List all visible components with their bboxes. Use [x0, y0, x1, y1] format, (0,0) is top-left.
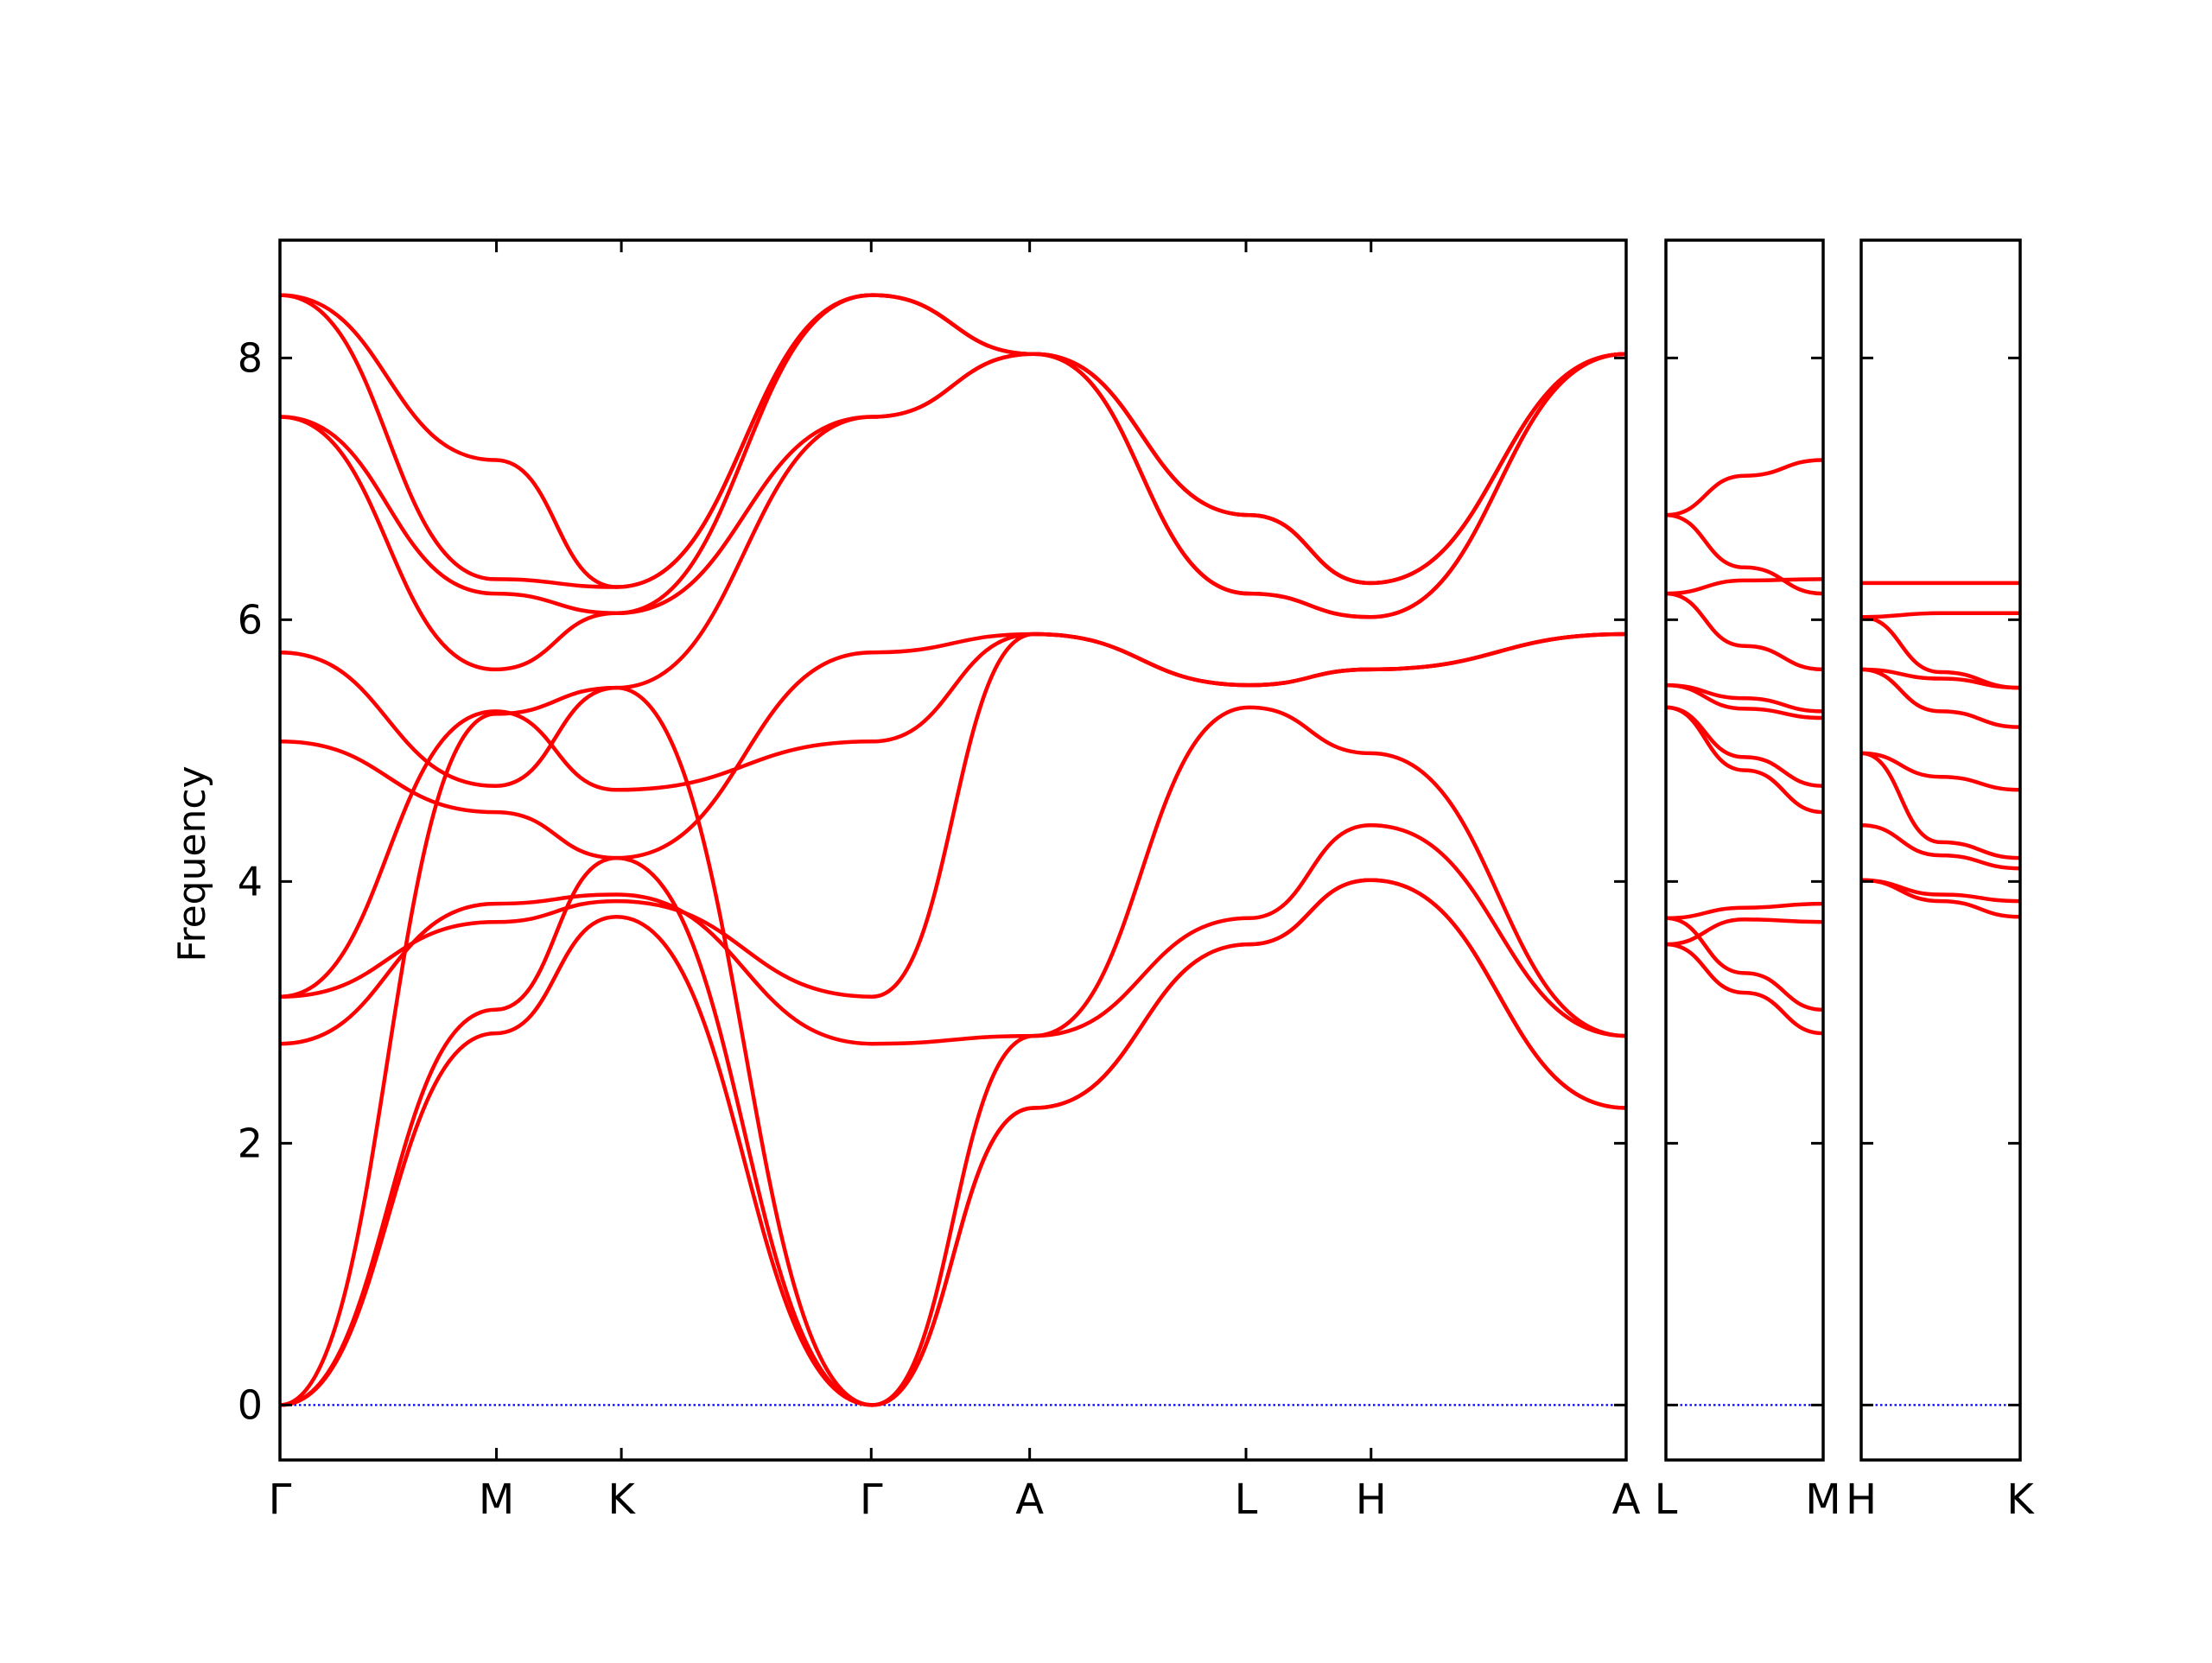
band-line [1665, 705, 1824, 789]
band-line [1665, 942, 1824, 1036]
band-line [1665, 458, 1824, 517]
x-tick-label: Γ [269, 1476, 292, 1524]
x-tick-label: K [2006, 1476, 2035, 1524]
x-tick-label: H [1846, 1476, 1877, 1524]
x-tick-label: L [1655, 1476, 1678, 1524]
x-tick-label: K [607, 1476, 636, 1524]
band-line [1665, 917, 1824, 947]
y-tick-label: 0 [238, 1381, 263, 1428]
band-line [1860, 667, 2021, 729]
band-line [279, 352, 1627, 672]
band-line [279, 685, 1627, 1407]
x-tick-label: Γ [860, 1476, 883, 1524]
band-line [1860, 822, 2021, 871]
x-tick-label: A [1612, 1476, 1641, 1524]
panel-1: 0 2 4 6 8 Γ M K Γ A L H A [238, 238, 1641, 1524]
band-line [1860, 751, 2021, 860]
x-tick-label: M [479, 1476, 514, 1524]
band-line [279, 352, 1627, 789]
band-line [1665, 682, 1824, 714]
band-line [1665, 512, 1824, 596]
band-line [279, 878, 1627, 1407]
band-line [1860, 615, 2021, 690]
band-line [1860, 878, 2021, 919]
x-tick-label: A [1015, 1476, 1044, 1524]
band-line [1665, 591, 1824, 672]
band-line [279, 293, 1627, 589]
y-tick-label: 8 [238, 334, 263, 381]
y-tick-label: 6 [238, 596, 263, 643]
panel-frame [1664, 238, 1825, 1462]
band-line [1860, 611, 2020, 619]
panel-frame [1859, 238, 2022, 1462]
x-tick-label: M [1805, 1476, 1840, 1524]
panel-frame [278, 238, 1628, 1462]
band-line [279, 705, 1627, 1046]
band-line [279, 632, 1627, 860]
x-tick-label: H [1356, 1476, 1387, 1524]
band-line [1665, 682, 1824, 720]
band-line [1665, 705, 1824, 815]
band-line [279, 293, 1627, 589]
y-axis-label: Frequency [170, 765, 214, 962]
band-line [1665, 577, 1824, 596]
band-line [1665, 901, 1824, 921]
x-tick-label: L [1235, 1476, 1258, 1524]
y-tick-label: 4 [238, 858, 263, 904]
band-line [279, 822, 1627, 1407]
band-line [1665, 916, 1824, 1012]
band-line [1860, 751, 2021, 792]
y-tick-label: 2 [238, 1120, 263, 1166]
